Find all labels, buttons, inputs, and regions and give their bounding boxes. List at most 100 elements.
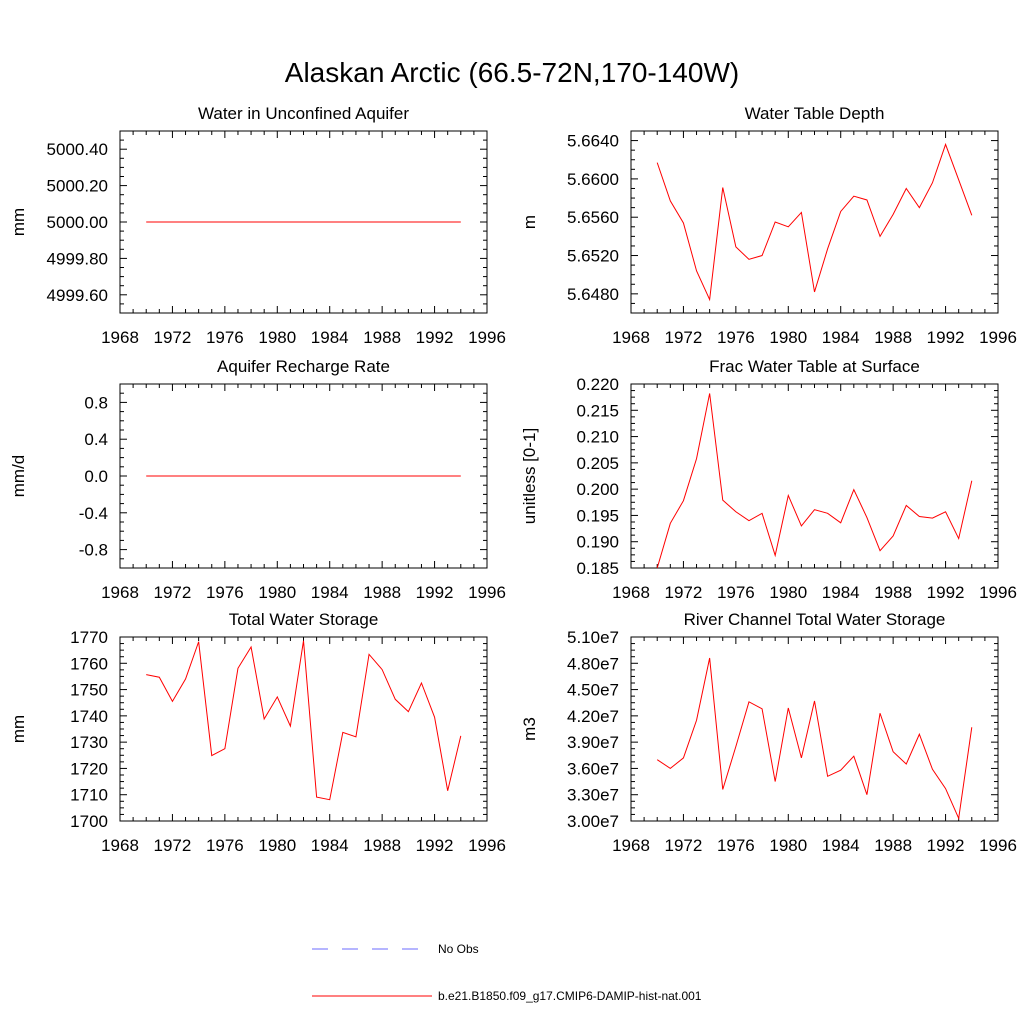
y-tick-label: 1720: [70, 759, 108, 778]
y-tick-label: 3.90e7: [567, 733, 619, 752]
y-tick-label: 4.20e7: [567, 707, 619, 726]
plot-frame: [630, 636, 999, 822]
x-tick-label: 1984: [822, 328, 860, 347]
panel-6: River Channel Total Water Storage m3 1968 1…: [520, 610, 1017, 855]
series-line: [656, 142, 973, 302]
x-tick-label: 1992: [927, 328, 965, 347]
x-tick-label: 1980: [258, 328, 296, 347]
y-tick-label: 3.60e7: [567, 759, 619, 778]
x-tick-label: 1980: [258, 836, 296, 855]
y-axis-label: mm: [9, 208, 28, 236]
y-axis-label: m: [520, 215, 539, 229]
y-axis-label: mm: [9, 715, 28, 743]
panel-2: Water Table Depth m 1968 1972 1976 1980 1984 19…: [520, 104, 1017, 347]
y-axis-label: unitless [0-1]: [520, 428, 539, 524]
panel-title: River Channel Total Water Storage: [684, 610, 946, 629]
x-tick-label: 1996: [468, 583, 506, 602]
x-tick-label: 1976: [206, 583, 244, 602]
x-tick-label: 1992: [927, 583, 965, 602]
x-tick-label: 1984: [822, 583, 860, 602]
y-axis-label: m3: [520, 717, 539, 741]
y-tick-label: 1700: [70, 812, 108, 831]
x-tick-label: 1988: [874, 328, 912, 347]
panel-5: Total Water Storage mm 1968 1972 1976 1980 198…: [9, 610, 506, 855]
x-tick-label: 1972: [154, 836, 192, 855]
y-tick-label: 1760: [70, 654, 108, 673]
x-tick-label: 1992: [416, 583, 454, 602]
panel-title: Water in Unconfined Aquifer: [198, 104, 409, 123]
y-tick-label: 0.4: [84, 430, 108, 449]
x-tick-label: 1980: [769, 836, 807, 855]
x-tick-label: 1968: [101, 583, 139, 602]
y-tick-label: 0.205: [576, 454, 619, 473]
series-line: [656, 393, 973, 569]
panel-title: Water Table Depth: [745, 104, 885, 123]
x-tick-label: 1988: [363, 328, 401, 347]
x-tick-label: 1980: [769, 328, 807, 347]
y-tick-label: 0.215: [576, 401, 619, 420]
x-tick-label: 1996: [979, 583, 1017, 602]
x-tick-label: 1980: [258, 583, 296, 602]
y-tick-label: 1710: [70, 786, 108, 805]
y-tick-label: 3.00e7: [567, 812, 619, 831]
x-tick-label: 1996: [979, 328, 1017, 347]
x-tick-label: 1972: [665, 583, 703, 602]
y-tick-label: 5000.00: [47, 213, 108, 232]
y-tick-label: 4.50e7: [567, 681, 619, 700]
legend-label-no-obs: No Obs: [438, 942, 479, 956]
y-tick-label: -0.4: [79, 504, 108, 523]
plot-frame: [630, 383, 999, 569]
panel-title: Aquifer Recharge Rate: [217, 357, 390, 376]
x-tick-label: 1984: [311, 836, 349, 855]
series-line: [656, 657, 973, 821]
x-tick-label: 1976: [206, 328, 244, 347]
legend-label-model: b.e21.B1850.f09_g17.CMIP6-DAMIP-hist-nat…: [438, 989, 702, 1003]
y-tick-label: -0.8: [79, 541, 108, 560]
y-tick-label: 0.195: [576, 506, 619, 525]
plot-frame: [630, 130, 999, 314]
x-tick-label: 1984: [311, 583, 349, 602]
x-tick-label: 1968: [612, 836, 650, 855]
x-tick-label: 1972: [665, 328, 703, 347]
x-tick-label: 1976: [717, 836, 755, 855]
x-tick-label: 1988: [874, 836, 912, 855]
y-tick-label: 4999.60: [47, 286, 108, 305]
y-tick-label: 4999.80: [47, 249, 108, 268]
y-tick-label: 5000.40: [47, 140, 108, 159]
y-tick-label: 0.185: [576, 559, 619, 578]
legend: No Obs b.e21.B1850.f09_g17.CMIP6-DAMIP-h…: [312, 942, 702, 1003]
x-tick-label: 1988: [363, 836, 401, 855]
x-tick-label: 1976: [717, 583, 755, 602]
y-tick-label: 0.220: [576, 375, 619, 394]
figure-title: Alaskan Arctic (66.5-72N,170-140W): [285, 57, 739, 88]
panel-title: Frac Water Table at Surface: [709, 357, 920, 376]
x-tick-label: 1996: [979, 836, 1017, 855]
y-tick-label: 0.200: [576, 480, 619, 499]
y-tick-label: 4.80e7: [567, 654, 619, 673]
x-tick-label: 1992: [927, 836, 965, 855]
y-tick-label: 1770: [70, 628, 108, 647]
y-tick-label: 1740: [70, 707, 108, 726]
x-tick-label: 1972: [154, 328, 192, 347]
x-tick-label: 1972: [154, 583, 192, 602]
x-tick-label: 1968: [612, 328, 650, 347]
panel-1: Water in Unconfined Aquifer mm 1968 1972 197…: [9, 104, 506, 347]
y-tick-label: 5.10e7: [567, 628, 619, 647]
x-tick-label: 1980: [769, 583, 807, 602]
panel-3: Aquifer Recharge Rate mm/d 1968 1972 1976 198…: [9, 357, 506, 602]
panel-4: Frac Water Table at Surface unitless [0-1…: [520, 357, 1017, 602]
y-tick-label: 5000.20: [47, 177, 108, 196]
x-tick-label: 1988: [363, 583, 401, 602]
x-tick-label: 1968: [612, 583, 650, 602]
x-tick-label: 1996: [468, 836, 506, 855]
y-tick-label: 1750: [70, 681, 108, 700]
y-tick-label: 0.210: [576, 428, 619, 447]
x-tick-label: 1968: [101, 328, 139, 347]
x-tick-label: 1988: [874, 583, 912, 602]
y-tick-label: 3.30e7: [567, 786, 619, 805]
x-tick-label: 1976: [717, 328, 755, 347]
y-tick-label: 0.190: [576, 533, 619, 552]
x-tick-label: 1976: [206, 836, 244, 855]
y-tick-label: 5.6640: [567, 132, 619, 151]
